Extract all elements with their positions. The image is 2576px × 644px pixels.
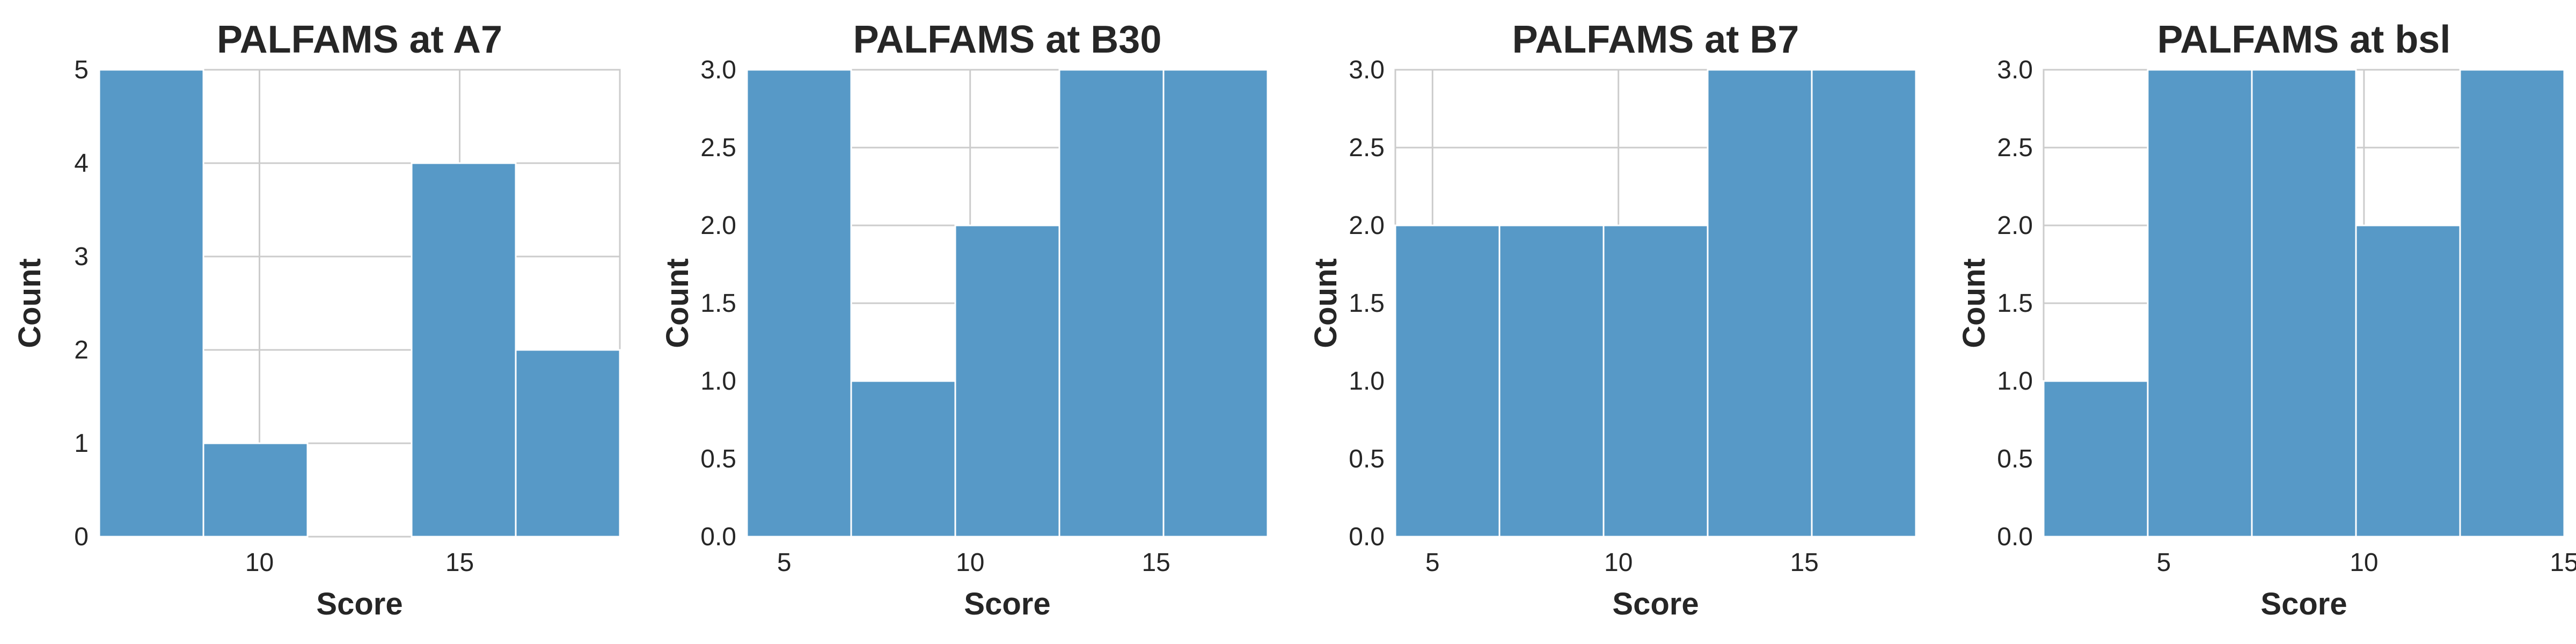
- x-tick-label: 5: [2156, 548, 2171, 577]
- y-tick-label: 1.0: [1349, 367, 1385, 396]
- histogram-bar: [1707, 69, 1813, 538]
- y-tick-label: 2.0: [1997, 211, 2033, 240]
- x-tick-label: 5: [777, 548, 792, 577]
- y-tick-label: 2.5: [700, 134, 736, 162]
- y-tick-label: 0.5: [1997, 445, 2033, 473]
- x-tick-label: 10: [245, 548, 274, 577]
- histogram-bar: [1498, 224, 1605, 538]
- chart-panel-4: 0.0 0.5 1.0 1.5 2.0 2.5 3.0 5 10 15 PALFAMS at bsl…: [1957, 18, 2576, 621]
- chart-panel-1: 0 1 2 3 4 5 10 15 PALFAMS at A7 Score Count: [12, 18, 621, 621]
- y-tick-label: 2.0: [1349, 211, 1385, 240]
- histogram-bar: [2355, 224, 2461, 538]
- y-tick-label: 1.0: [700, 367, 736, 396]
- chart-title: PALFAMS at bsl: [2157, 18, 2451, 61]
- histogram-bar: [2147, 69, 2253, 538]
- y-tick-label: 4: [74, 149, 89, 178]
- y-axis-label: Count: [660, 258, 695, 348]
- y-tick-label: 1.0: [1997, 367, 2033, 396]
- histogram-bar: [850, 380, 956, 538]
- histogram-bar: [202, 442, 309, 538]
- y-tick-label: 0.5: [1349, 445, 1385, 473]
- y-tick-label: 2.5: [1349, 134, 1385, 162]
- y-tick-label: 0.0: [1349, 523, 1385, 551]
- y-tick-label: 3.0: [700, 56, 736, 84]
- y-tick-label: 1.5: [1997, 289, 2033, 318]
- histogram-bar: [515, 349, 621, 538]
- x-tick-label: 15: [1790, 548, 1818, 577]
- y-tick-label: 3: [74, 243, 89, 271]
- chart-title: PALFAMS at B7: [1512, 18, 1799, 61]
- histogram-bar: [2251, 69, 2357, 538]
- histogram-bar: [2043, 380, 2149, 538]
- x-tick-label: 15: [445, 548, 474, 577]
- chart-title: PALFAMS at A7: [217, 18, 502, 61]
- y-tick-label: 0: [74, 523, 89, 551]
- x-tick-label: 10: [1604, 548, 1633, 577]
- y-tick-label: 0.0: [700, 523, 736, 551]
- y-tick-label: 2: [74, 336, 89, 364]
- x-axis-label: Score: [1612, 587, 1699, 621]
- histogram-bar: [411, 162, 517, 538]
- histogram-bar: [954, 224, 1060, 538]
- y-axis-label: Count: [1957, 258, 1992, 348]
- x-tick-label: 15: [2550, 548, 2576, 577]
- x-axis-label: Score: [316, 587, 402, 621]
- histogram-bar: [2459, 69, 2565, 538]
- y-tick-label: 3.0: [1997, 56, 2033, 84]
- histogram-bar: [1162, 69, 1269, 538]
- y-tick-label: 1.5: [1349, 289, 1385, 318]
- x-tick-label: 10: [956, 548, 984, 577]
- x-tick-label: 15: [1141, 548, 1170, 577]
- y-tick-label: 2.5: [1997, 134, 2033, 162]
- chart-panel-3: 0.0 0.5 1.0 1.5 2.0 2.5 3.0 5 10 15 PALFAMS at B7 S…: [1308, 18, 1917, 621]
- histogram-bar: [746, 69, 852, 538]
- chart-panel-2: 0.0 0.5 1.0 1.5 2.0 2.5 3.0 5 10 15 PALFAMS at B30…: [660, 18, 1269, 621]
- histogram-bar: [98, 69, 204, 538]
- chart-title: PALFAMS at B30: [853, 18, 1162, 61]
- y-tick-label: 5: [74, 56, 89, 84]
- y-tick-label: 1: [74, 429, 89, 458]
- histogram-bar: [1811, 69, 1917, 538]
- y-axis-label: Count: [1308, 258, 1343, 348]
- y-tick-label: 0.0: [1997, 523, 2033, 551]
- histogram-bar: [1058, 69, 1165, 538]
- y-tick-label: 3.0: [1349, 56, 1385, 84]
- x-axis-label: Score: [964, 587, 1050, 621]
- y-axis-label: Count: [12, 258, 47, 348]
- y-tick-label: 1.5: [700, 289, 736, 318]
- x-tick-label: 5: [1425, 548, 1440, 577]
- histogram-bar: [1394, 224, 1501, 538]
- x-tick-label: 10: [2350, 548, 2378, 577]
- x-axis-label: Score: [2260, 587, 2347, 621]
- y-tick-label: 2.0: [700, 211, 736, 240]
- histogram-bar: [1602, 224, 1709, 538]
- y-tick-label: 0.5: [700, 445, 736, 473]
